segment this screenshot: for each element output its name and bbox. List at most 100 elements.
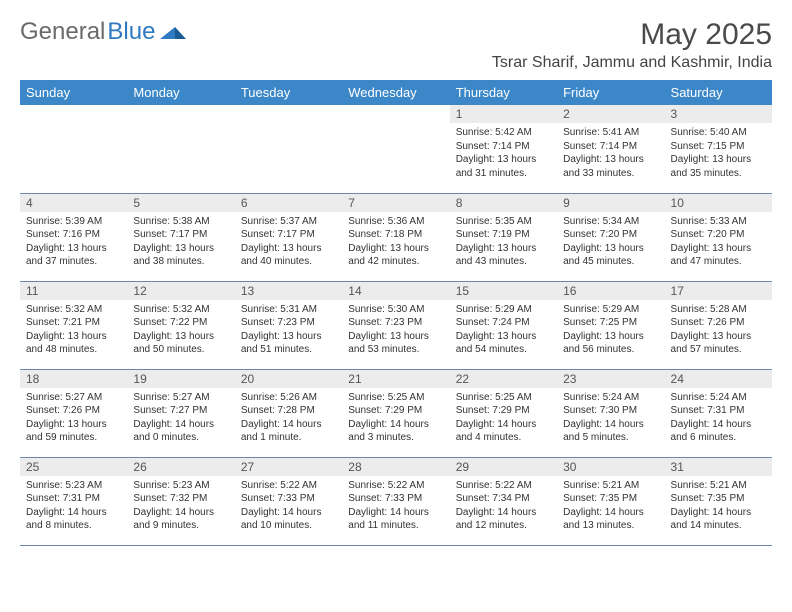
day-line: Sunset: 7:32 PM xyxy=(133,492,228,506)
day-line: Daylight: 13 hours xyxy=(133,330,228,344)
day-line: Sunrise: 5:23 AM xyxy=(26,479,121,493)
calendar-cell: 25Sunrise: 5:23 AMSunset: 7:31 PMDayligh… xyxy=(20,457,127,545)
day-line: and 35 minutes. xyxy=(671,167,766,181)
calendar-cell: 24Sunrise: 5:24 AMSunset: 7:31 PMDayligh… xyxy=(665,369,772,457)
calendar-cell xyxy=(235,105,342,193)
day-line: Daylight: 14 hours xyxy=(348,418,443,432)
calendar-cell: 8Sunrise: 5:35 AMSunset: 7:19 PMDaylight… xyxy=(450,193,557,281)
day-line: Sunrise: 5:30 AM xyxy=(348,303,443,317)
day-line: Sunrise: 5:34 AM xyxy=(563,215,658,229)
day-line: Daylight: 14 hours xyxy=(26,506,121,520)
day-line: Daylight: 13 hours xyxy=(563,153,658,167)
day-line: Sunset: 7:28 PM xyxy=(241,404,336,418)
day-line: Sunset: 7:16 PM xyxy=(26,228,121,242)
day-line: Sunset: 7:29 PM xyxy=(348,404,443,418)
location-subtitle: Tsrar Sharif, Jammu and Kashmir, India xyxy=(20,54,772,72)
day-line: Sunrise: 5:26 AM xyxy=(241,391,336,405)
day-line: Sunset: 7:19 PM xyxy=(456,228,551,242)
day-content: Sunrise: 5:30 AMSunset: 7:23 PMDaylight:… xyxy=(342,300,449,361)
day-line: Sunset: 7:20 PM xyxy=(671,228,766,242)
day-line: and 43 minutes. xyxy=(456,255,551,269)
calendar-cell: 18Sunrise: 5:27 AMSunset: 7:26 PMDayligh… xyxy=(20,369,127,457)
day-line: and 42 minutes. xyxy=(348,255,443,269)
day-content: Sunrise: 5:38 AMSunset: 7:17 PMDaylight:… xyxy=(127,212,234,273)
day-content: Sunrise: 5:40 AMSunset: 7:15 PMDaylight:… xyxy=(665,123,772,184)
day-number: 5 xyxy=(127,194,234,212)
day-line: Daylight: 13 hours xyxy=(563,330,658,344)
day-number: 16 xyxy=(557,282,664,300)
day-line: Sunset: 7:26 PM xyxy=(26,404,121,418)
day-line: and 4 minutes. xyxy=(456,431,551,445)
day-number: 10 xyxy=(665,194,772,212)
day-line: Sunrise: 5:42 AM xyxy=(456,126,551,140)
day-line: and 45 minutes. xyxy=(563,255,658,269)
day-line: Sunrise: 5:41 AM xyxy=(563,126,658,140)
day-content: Sunrise: 5:42 AMSunset: 7:14 PMDaylight:… xyxy=(450,123,557,184)
day-number: 9 xyxy=(557,194,664,212)
day-line: Daylight: 14 hours xyxy=(241,418,336,432)
calendar-cell: 15Sunrise: 5:29 AMSunset: 7:24 PMDayligh… xyxy=(450,281,557,369)
calendar-cell: 1Sunrise: 5:42 AMSunset: 7:14 PMDaylight… xyxy=(450,105,557,193)
calendar-cell: 27Sunrise: 5:22 AMSunset: 7:33 PMDayligh… xyxy=(235,457,342,545)
day-number: 4 xyxy=(20,194,127,212)
calendar-cell: 2Sunrise: 5:41 AMSunset: 7:14 PMDaylight… xyxy=(557,105,664,193)
day-line: Sunset: 7:29 PM xyxy=(456,404,551,418)
day-number: 1 xyxy=(450,105,557,123)
day-line: Sunrise: 5:22 AM xyxy=(241,479,336,493)
day-line: Daylight: 13 hours xyxy=(26,418,121,432)
day-line: Daylight: 14 hours xyxy=(563,506,658,520)
day-content: Sunrise: 5:24 AMSunset: 7:31 PMDaylight:… xyxy=(665,388,772,449)
calendar-body: 1Sunrise: 5:42 AMSunset: 7:14 PMDaylight… xyxy=(20,105,772,545)
day-line: and 12 minutes. xyxy=(456,519,551,533)
day-content: Sunrise: 5:27 AMSunset: 7:27 PMDaylight:… xyxy=(127,388,234,449)
calendar-cell: 11Sunrise: 5:32 AMSunset: 7:21 PMDayligh… xyxy=(20,281,127,369)
day-line: Daylight: 14 hours xyxy=(133,418,228,432)
calendar-cell: 6Sunrise: 5:37 AMSunset: 7:17 PMDaylight… xyxy=(235,193,342,281)
day-line: Daylight: 14 hours xyxy=(456,418,551,432)
day-line: Sunrise: 5:33 AM xyxy=(671,215,766,229)
day-content: Sunrise: 5:21 AMSunset: 7:35 PMDaylight:… xyxy=(665,476,772,537)
day-number: 24 xyxy=(665,370,772,388)
day-line: Sunset: 7:23 PM xyxy=(348,316,443,330)
calendar-cell: 13Sunrise: 5:31 AMSunset: 7:23 PMDayligh… xyxy=(235,281,342,369)
day-number: 29 xyxy=(450,458,557,476)
day-content: Sunrise: 5:36 AMSunset: 7:18 PMDaylight:… xyxy=(342,212,449,273)
day-line: and 31 minutes. xyxy=(456,167,551,181)
day-line: Daylight: 14 hours xyxy=(241,506,336,520)
day-line: and 53 minutes. xyxy=(348,343,443,357)
day-line: Sunrise: 5:27 AM xyxy=(133,391,228,405)
day-content: Sunrise: 5:34 AMSunset: 7:20 PMDaylight:… xyxy=(557,212,664,273)
calendar-cell: 17Sunrise: 5:28 AMSunset: 7:26 PMDayligh… xyxy=(665,281,772,369)
brand-mark-icon xyxy=(160,18,186,46)
day-number: 11 xyxy=(20,282,127,300)
day-number: 26 xyxy=(127,458,234,476)
calendar-cell: 16Sunrise: 5:29 AMSunset: 7:25 PMDayligh… xyxy=(557,281,664,369)
day-line: Sunrise: 5:35 AM xyxy=(456,215,551,229)
day-line: and 57 minutes. xyxy=(671,343,766,357)
day-line: and 3 minutes. xyxy=(348,431,443,445)
day-header: Sunday xyxy=(20,80,127,105)
day-line: Sunset: 7:23 PM xyxy=(241,316,336,330)
day-header: Thursday xyxy=(450,80,557,105)
calendar-cell: 31Sunrise: 5:21 AMSunset: 7:35 PMDayligh… xyxy=(665,457,772,545)
calendar-cell: 12Sunrise: 5:32 AMSunset: 7:22 PMDayligh… xyxy=(127,281,234,369)
day-number: 8 xyxy=(450,194,557,212)
day-line: Sunset: 7:20 PM xyxy=(563,228,658,242)
calendar-cell: 21Sunrise: 5:25 AMSunset: 7:29 PMDayligh… xyxy=(342,369,449,457)
day-number: 14 xyxy=(342,282,449,300)
day-line: Daylight: 14 hours xyxy=(456,506,551,520)
calendar-cell: 29Sunrise: 5:22 AMSunset: 7:34 PMDayligh… xyxy=(450,457,557,545)
day-line: Sunrise: 5:29 AM xyxy=(456,303,551,317)
day-line: Sunset: 7:35 PM xyxy=(671,492,766,506)
day-number: 2 xyxy=(557,105,664,123)
day-header: Monday xyxy=(127,80,234,105)
title-block: May 2025 xyxy=(640,18,772,52)
day-header: Wednesday xyxy=(342,80,449,105)
day-line: Sunset: 7:35 PM xyxy=(563,492,658,506)
day-content: Sunrise: 5:23 AMSunset: 7:32 PMDaylight:… xyxy=(127,476,234,537)
day-line: and 1 minute. xyxy=(241,431,336,445)
day-line: and 0 minutes. xyxy=(133,431,228,445)
page-title: May 2025 xyxy=(640,18,772,52)
calendar-cell: 19Sunrise: 5:27 AMSunset: 7:27 PMDayligh… xyxy=(127,369,234,457)
day-number: 3 xyxy=(665,105,772,123)
